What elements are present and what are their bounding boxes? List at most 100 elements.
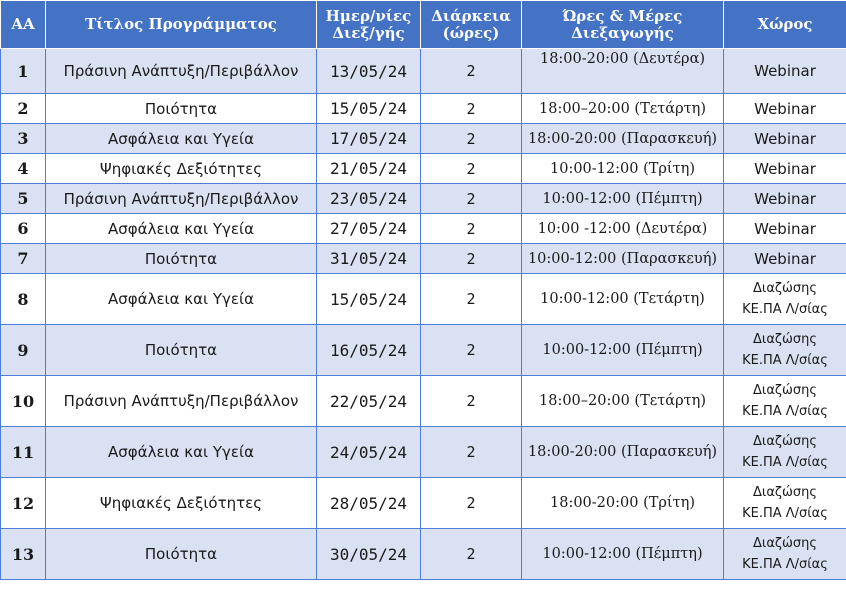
cell-venue: Διαζώσης ΚΕ.ΠΑ Λ/σίας [723,477,846,529]
cell-duration: 2 [420,123,522,154]
header-schedule-line1: Ώρες & Μέρες [562,6,683,25]
cell-aa: 5 [0,183,46,214]
cell-venue: Διαζώσης ΚΕ.ΠΑ Λ/σίας [723,324,846,376]
cell-date: 15/05/24 [316,93,421,124]
cell-aa: 6 [0,213,46,244]
cell-duration: 2 [420,183,522,214]
cell-duration: 2 [420,273,522,325]
cell-venue: Webinar [723,93,846,124]
header-aa: ΑΑ [0,0,46,49]
header-schedule: Ώρες & Μέρες Διεξαγωγής [521,0,724,49]
header-title-label: Τίτλος Προγράμματος [85,15,277,33]
training-schedule-table: ΑΑ Τίτλος Προγράμματος Ημερ/νίες Διεξ/γής… [0,0,846,580]
cell-title: Ποιότητα [45,93,317,124]
cell-date: 30/05/24 [316,528,421,580]
header-row: ΑΑ Τίτλος Προγράμματος Ημερ/νίες Διεξ/γής… [0,0,846,49]
header-venue: Χώρος [723,0,846,49]
cell-aa: 7 [0,243,46,274]
table-row: 7 Ποιότητα 31/05/24 2 10:00-12:00 (Παρασ… [0,243,846,274]
cell-date: 17/05/24 [316,123,421,154]
cell-title: Ποιότητα [45,324,317,376]
cell-aa: 9 [0,324,46,376]
cell-duration: 2 [420,93,522,124]
cell-title: Ψηφιακές Δεξιότητες [45,153,317,184]
venue-line1: Webinar [754,129,816,148]
table-row: 1 Πράσινη Ανάπτυξη/Περιβάλλον 13/05/24 2… [0,48,846,94]
venue-line1: Διαζώσης [753,281,817,296]
cell-date: 28/05/24 [316,477,421,529]
table-row: 3 Ασφάλεια και Υγεία 17/05/24 2 18:00-20… [0,123,846,154]
cell-title: Ποιότητα [45,528,317,580]
cell-date: 27/05/24 [316,213,421,244]
cell-aa: 11 [0,426,46,478]
cell-time: 18:00-20:00 (Παρασκευή) [521,426,724,478]
cell-duration: 2 [420,528,522,580]
table-row: 5 Πράσινη Ανάπτυξη/Περιβάλλον 23/05/24 2… [0,183,846,214]
cell-aa: 1 [0,48,46,94]
table-row: 8 Ασφάλεια και Υγεία 15/05/24 2 10:00-12… [0,273,846,325]
header-dates-line2: Διεξ/γής [332,23,405,42]
venue-line2: ΚΕ.ΠΑ Λ/σίας [742,404,828,419]
cell-duration: 2 [420,243,522,274]
cell-title: Ασφάλεια και Υγεία [45,426,317,478]
cell-time: 10:00-12:00 (Πέμπτη) [521,324,724,376]
cell-date: 24/05/24 [316,426,421,478]
cell-time: 10:00-12:00 (Πέμπτη) [521,528,724,580]
cell-duration: 2 [420,324,522,376]
cell-venue: Διαζώσης ΚΕ.ΠΑ Λ/σίας [723,375,846,427]
venue-line1: Webinar [754,99,816,118]
cell-date: 31/05/24 [316,243,421,274]
venue-line1: Διαζώσης [753,434,817,449]
venue-line2: ΚΕ.ΠΑ Λ/σίας [742,557,828,572]
venue-line1: Webinar [754,189,816,208]
header-venue-label: Χώρος [757,15,813,33]
table-row: 6 Ασφάλεια και Υγεία 27/05/24 2 10:00 -1… [0,213,846,244]
cell-date: 13/05/24 [316,48,421,94]
cell-title: Ασφάλεια και Υγεία [45,213,317,244]
cell-time: 10:00-12:00 (Τετάρτη) [521,273,724,325]
venue-line2: ΚΕ.ΠΑ Λ/σίας [742,302,828,317]
cell-aa: 12 [0,477,46,529]
cell-aa: 13 [0,528,46,580]
header-schedule-line2: Διεξαγωγής [571,23,674,42]
header-duration-line2: (ώρες) [442,23,500,42]
cell-venue: Διαζώσης ΚΕ.ΠΑ Λ/σίας [723,528,846,580]
cell-date: 23/05/24 [316,183,421,214]
cell-aa: 3 [0,123,46,154]
cell-time: 18:00-20:00 (Δευτέρα) [521,48,724,94]
cell-aa: 8 [0,273,46,325]
cell-time: 18:00–20:00 (Τετάρτη) [521,375,724,427]
table-row: 2 Ποιότητα 15/05/24 2 18:00–20:00 (Τετάρ… [0,93,846,124]
venue-line2: ΚΕ.ΠΑ Λ/σίας [742,353,828,368]
cell-duration: 2 [420,213,522,244]
table-row: 11 Ασφάλεια και Υγεία 24/05/24 2 18:00-2… [0,426,846,478]
cell-time: 18:00-20:00 (Τρίτη) [521,477,724,529]
cell-duration: 2 [420,153,522,184]
header-duration-line1: Διάρκεια [431,6,511,25]
header-duration: Διάρκεια (ώρες) [420,0,522,49]
venue-line1: Webinar [754,249,816,268]
cell-time: 10:00-12:00 (Πέμπτη) [521,183,724,214]
venue-line2: ΚΕ.ΠΑ Λ/σίας [742,455,828,470]
venue-line1: Διαζώσης [753,332,817,347]
cell-duration: 2 [420,477,522,529]
cell-date: 21/05/24 [316,153,421,184]
cell-time: 18:00-20:00 (Παρασκευή) [521,123,724,154]
cell-time: 10:00-12:00 (Τρίτη) [521,153,724,184]
cell-date: 22/05/24 [316,375,421,427]
cell-aa: 4 [0,153,46,184]
cell-aa: 2 [0,93,46,124]
cell-duration: 2 [420,426,522,478]
cell-date: 16/05/24 [316,324,421,376]
cell-duration: 2 [420,375,522,427]
cell-time: 18:00–20:00 (Τετάρτη) [521,93,724,124]
cell-venue: Webinar [723,243,846,274]
cell-venue: Διαζώσης ΚΕ.ΠΑ Λ/σίας [723,273,846,325]
cell-time: 10:00-12:00 (Παρασκευή) [521,243,724,274]
venue-line1: Διαζώσης [753,485,817,500]
header-dates-line1: Ημερ/νίες [325,6,412,25]
venue-line2: ΚΕ.ΠΑ Λ/σίας [742,506,828,521]
cell-date: 15/05/24 [316,273,421,325]
cell-aa: 10 [0,375,46,427]
table-row: 10 Πράσινη Ανάπτυξη/Περιβάλλον 22/05/24 … [0,375,846,427]
